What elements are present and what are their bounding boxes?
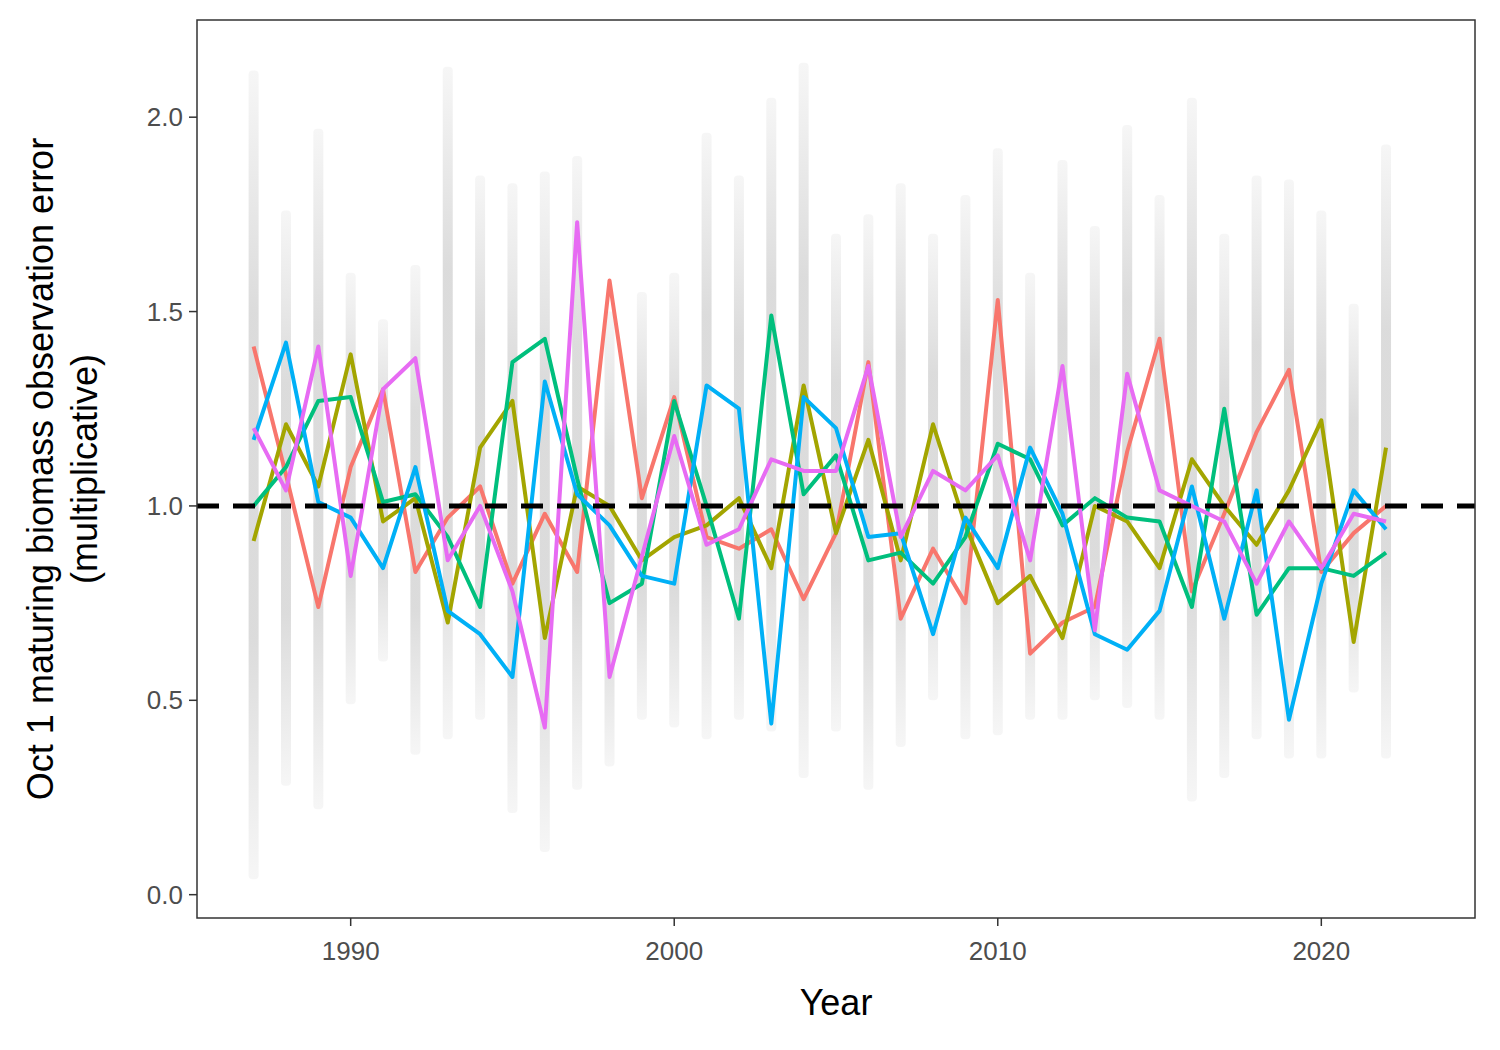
chart: 0.0 0.5 1.0 1.5 2.0 1990 2000 2010 2020 Year Oct 1… [0,0,1500,1050]
x-tick [350,918,352,926]
observation-spread [281,210,291,785]
y-axis-title: Oct 1 maturing biomass observation error [20,138,61,800]
x-tick-label: 2000 [645,936,703,966]
observation-spread [896,183,906,747]
observation-spread [669,273,679,728]
observation-spread [1252,175,1262,739]
y-tick-label: 1.0 [147,491,183,521]
observation-spread [1187,98,1197,802]
panel-border [197,20,1475,918]
series-line [254,315,1386,618]
y-tick [189,894,197,896]
observation-spread [1316,210,1326,758]
series-line [254,222,1386,727]
y-tick-label: 0.5 [147,685,183,715]
observation-spread [605,312,615,767]
x-axis-title: Year [800,982,873,1023]
observation-spread [443,67,453,740]
observation-spread [766,98,776,732]
observation-spread [863,214,873,789]
observation-spread [831,234,841,732]
observation-spread [507,183,517,813]
reference-line [197,503,1475,508]
x-tick [1321,918,1323,926]
x-tick-label: 2020 [1292,936,1350,966]
x-tick-label: 2010 [969,936,1027,966]
observation-spread [702,133,712,739]
y-tick [189,700,197,702]
y-tick [189,505,197,507]
x-tick [673,918,675,926]
background [0,0,1500,1050]
y-tick-label: 0.0 [147,880,183,910]
y-tick-label: 1.5 [147,297,183,327]
x-tick-label: 1990 [322,936,380,966]
y-axis-title: (multiplicative) [64,354,105,584]
series-line [254,280,1386,653]
observation-spread [1284,179,1294,758]
y-tick [189,311,197,313]
y-tick [189,116,197,118]
plot-area [197,63,1475,879]
x-tick [997,918,999,926]
observation-spread [1155,195,1165,720]
y-tick-label: 2.0 [147,102,183,132]
observation-spread [249,71,259,880]
observation-spread [960,195,970,739]
